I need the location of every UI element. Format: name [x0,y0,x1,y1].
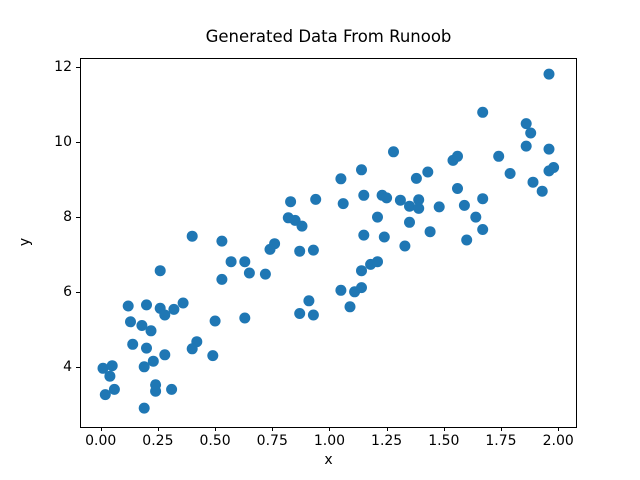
x-tick-label: 0.50 [199,433,231,449]
x-tick-label: 0.75 [256,433,288,449]
x-tick-mark [500,427,502,431]
chart-title: Generated Data From Runoob [205,27,452,46]
y-tick-mark [76,66,80,68]
x-tick-label: 1.25 [371,433,403,449]
y-tick-label: 12 [54,58,72,75]
x-tick-mark [100,427,102,431]
x-tick-mark [329,427,331,431]
y-axis-label: y [17,237,33,247]
axes-box [80,58,577,428]
y-tick-label: 8 [63,208,72,225]
y-tick-mark [76,366,80,368]
y-tick-label: 10 [54,133,72,150]
x-tick-label: 2.00 [542,433,574,449]
x-axis-label: x [324,452,333,468]
x-tick-label: 1.50 [428,433,460,449]
y-tick-mark [76,216,80,218]
x-tick-label: 1.00 [313,433,346,449]
y-tick-label: 6 [63,283,72,300]
x-tick-label: 0.00 [85,433,117,449]
x-tick-mark [157,427,159,431]
x-tick-mark [558,427,560,431]
x-tick-mark [386,427,388,431]
y-tick-mark [76,141,80,143]
x-tick-mark [215,427,217,431]
y-tick-label: 4 [63,358,72,375]
x-tick-label: 0.25 [142,433,174,449]
x-tick-mark [272,427,274,431]
y-tick-mark [76,291,80,293]
x-tick-label: 1.75 [485,433,517,449]
x-tick-mark [443,427,445,431]
